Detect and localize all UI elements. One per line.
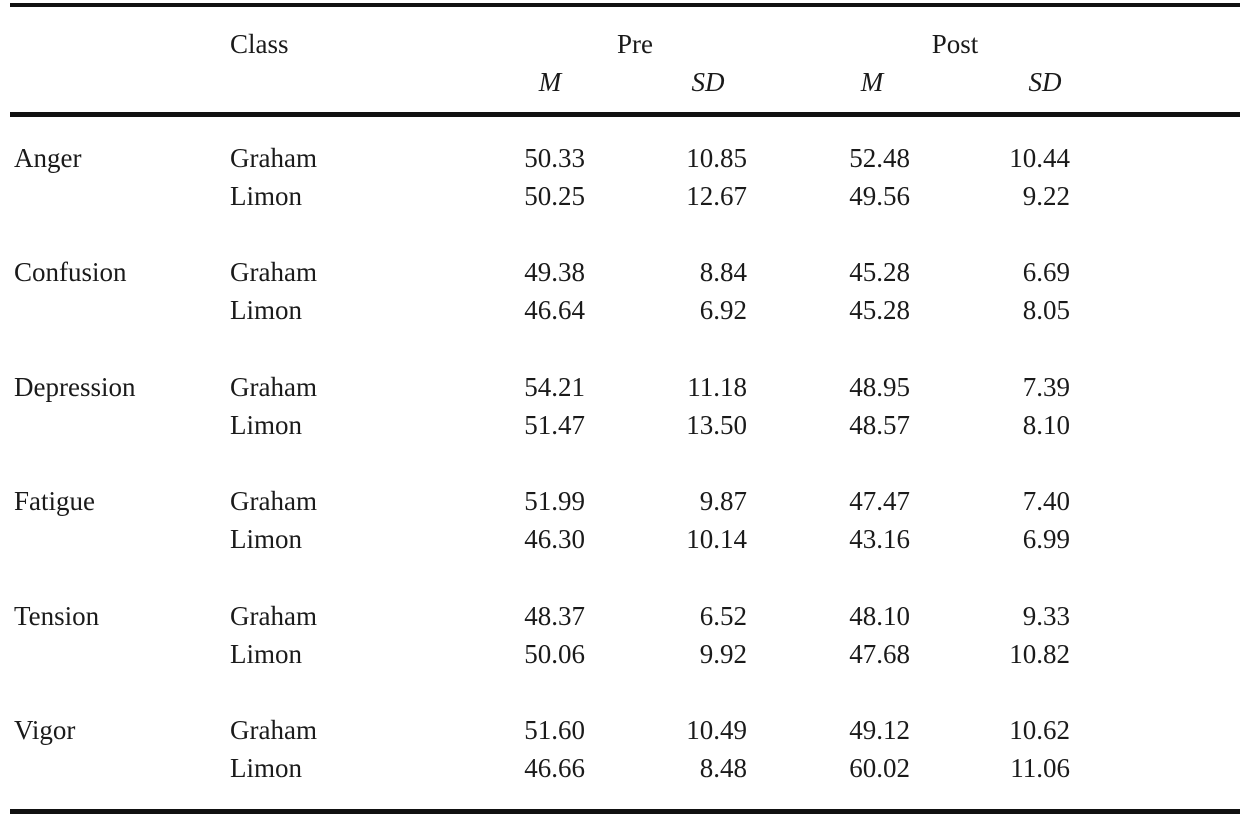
row-class: Graham [230, 143, 317, 173]
row-class: Limon [230, 295, 302, 326]
group-label: Anger [14, 143, 82, 173]
row-post-m: 45.28 [849, 257, 910, 288]
group-label: Fatigue [14, 486, 95, 517]
row-post-m: 48.10 [849, 600, 910, 631]
row-class: Limon [230, 181, 302, 211]
row-post-sd: 7.40 [1022, 486, 1070, 517]
row-pre-m: 48.37 [524, 600, 585, 631]
row-post-sd: 9.33 [1022, 600, 1070, 631]
row-pre-m: 50.33 [524, 143, 585, 173]
row-post-sd: 10.44 [1009, 143, 1070, 173]
row-pre-sd: 10.49 [686, 715, 747, 745]
row-pre-m: 54.21 [524, 371, 585, 402]
row-pre-m: 50.06 [524, 638, 585, 669]
row-pre-sd: 11.18 [687, 371, 747, 402]
row-class: Limon [230, 638, 302, 669]
row-pre-sd: 10.14 [686, 524, 747, 555]
row-class: Limon [230, 753, 302, 783]
row-pre-m: 46.30 [524, 524, 585, 555]
row-post-sd: 10.82 [1009, 638, 1070, 669]
group-label: Tension [14, 600, 100, 631]
row-pre-m: 46.64 [524, 295, 585, 326]
table-group: Vigor Graham 51.60 10.49 49.12 10.62 Limon 46.6… [10, 714, 1240, 790]
row-pre-sd: 6.92 [699, 295, 747, 326]
row-post-sd: 6.69 [1022, 257, 1070, 288]
header-post: Post [931, 29, 979, 59]
row-post-m: 43.16 [849, 524, 910, 555]
header-post-m: M [860, 67, 884, 97]
row-post-m: 45.28 [849, 295, 910, 326]
group-label: Vigor [14, 715, 76, 745]
row-post-m: 49.12 [849, 715, 910, 745]
row-class: Graham [230, 486, 317, 517]
row-pre-sd: 13.50 [686, 409, 747, 440]
row-pre-m: 46.66 [524, 753, 585, 783]
row-post-m: 60.02 [849, 753, 910, 783]
row-post-m: 52.48 [849, 143, 910, 173]
row-class: Graham [230, 600, 317, 631]
row-pre-sd: 8.84 [699, 257, 747, 288]
header-class: Class [230, 29, 289, 59]
row-pre-sd: 10.85 [686, 143, 747, 173]
header-pre-m: M [538, 67, 562, 97]
row-pre-m: 50.25 [524, 181, 585, 211]
row-pre-m: 51.47 [524, 409, 585, 440]
table-group: Anger Graham 50.33 10.85 52.48 10.44 Limon 50.2… [10, 142, 1240, 218]
mood-statistics-table: Class Pre Post M SD M SD Anger Graham 50.3… [10, 0, 1240, 821]
row-post-m: 48.57 [849, 409, 910, 440]
table-group: Fatigue Graham 51.99 9.87 47.47 7.40 Limon 46.3… [10, 485, 1240, 561]
group-label: Depression [14, 371, 136, 402]
header-pre-sd: SD [691, 67, 725, 97]
row-pre-sd: 8.48 [699, 753, 747, 783]
row-post-sd: 7.39 [1022, 371, 1070, 402]
row-pre-sd: 6.52 [699, 600, 747, 631]
row-post-sd: 8.05 [1022, 295, 1070, 326]
row-post-sd: 8.10 [1022, 409, 1070, 440]
header-post-sd: SD [1028, 67, 1062, 97]
row-post-sd: 11.06 [1010, 753, 1070, 783]
table-top-rule [10, 3, 1240, 7]
row-post-sd: 10.62 [1009, 715, 1070, 745]
row-pre-m: 51.99 [524, 486, 585, 517]
row-post-m: 47.47 [849, 486, 910, 517]
row-class: Limon [230, 524, 302, 555]
row-pre-sd: 12.67 [686, 181, 747, 211]
row-pre-m: 51.60 [524, 715, 585, 745]
row-pre-m: 49.38 [524, 257, 585, 288]
table-bottom-rule [10, 809, 1240, 814]
table-header-rule [10, 112, 1240, 117]
header-pre: Pre [617, 29, 653, 59]
row-pre-sd: 9.92 [699, 638, 747, 669]
row-class: Graham [230, 257, 317, 288]
row-post-sd: 9.22 [1022, 181, 1070, 211]
row-post-m: 48.95 [849, 371, 910, 402]
row-post-sd: 6.99 [1022, 524, 1070, 555]
row-post-m: 49.56 [849, 181, 910, 211]
row-class: Graham [230, 371, 317, 402]
table-group: Tension Graham 48.37 6.52 48.10 9.33 Limon 50.0… [10, 600, 1240, 676]
table-group: Depression Graham 54.21 11.18 48.95 7.39 Limon… [10, 371, 1240, 447]
row-class: Graham [230, 715, 317, 745]
table-group: Confusion Graham 49.38 8.84 45.28 6.69 Limon 46… [10, 256, 1240, 332]
row-post-m: 47.68 [849, 638, 910, 669]
group-label: Confusion [14, 257, 127, 288]
row-class: Limon [230, 409, 302, 440]
row-pre-sd: 9.87 [699, 486, 747, 517]
